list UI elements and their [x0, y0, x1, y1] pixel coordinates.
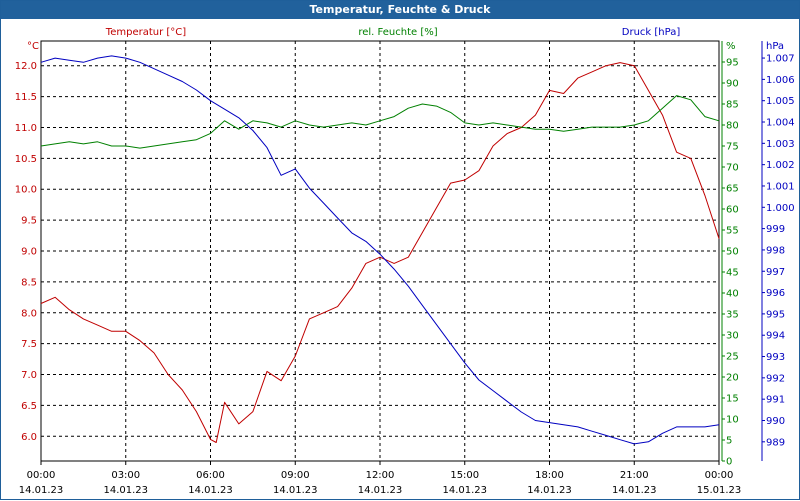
legend-temperature: Temperatur [°C] [105, 27, 186, 38]
temperature-tick-label: 6.5 [21, 401, 37, 412]
humidity-tick-label: 60 [726, 205, 739, 216]
temperature-tick-label: 9.5 [21, 216, 37, 227]
temperature-line [40, 62, 720, 443]
temperature-tick-label: 12.0 [15, 61, 37, 72]
x-tick-time: 18:00 [535, 470, 564, 481]
pressure-line [40, 55, 720, 445]
temperature-tick-label: 11.0 [15, 123, 37, 134]
temperature-tick-label: 6.0 [21, 432, 37, 443]
humidity-tick-label: 15 [726, 394, 739, 405]
x-tick-time: 03:00 [111, 470, 140, 481]
x-tick-date: 14.01.23 [273, 485, 318, 496]
x-tick-date: 14.01.23 [358, 485, 403, 496]
pressure-tick-label: 993 [766, 352, 785, 363]
x-tick-date: 14.01.23 [612, 485, 657, 496]
pressure-tick-label: 1.004 [766, 118, 795, 129]
humidity-tick-label: 80 [726, 121, 739, 132]
pressure-tick-label: 1.005 [766, 96, 795, 107]
pressure-tick-label: 1.001 [766, 181, 795, 192]
temperature-tick-label: 10.5 [15, 154, 37, 165]
pressure-tick-label: 989 [766, 437, 785, 448]
pressure-tick-label: 999 [766, 224, 785, 235]
pressure-tick-label: 991 [766, 395, 785, 406]
x-tick-time: 12:00 [366, 470, 395, 481]
x-tick-time: 21:00 [620, 470, 649, 481]
pressure-unit-label: hPa [766, 41, 784, 52]
humidity-tick-label: 75 [726, 142, 739, 153]
humidity-tick-label: 85 [726, 100, 739, 111]
temperature-tick-label: 7.5 [21, 339, 37, 350]
legend-humidity: rel. Feuchte [%] [358, 27, 437, 38]
humidity-tick-label: 25 [726, 352, 739, 363]
humidity-tick-label: 40 [726, 289, 739, 300]
pressure-tick-label: 996 [766, 288, 785, 299]
x-tick-date: 14.01.23 [188, 485, 233, 496]
x-tick-time: 15:00 [450, 470, 479, 481]
humidity-tick-label: 95 [726, 58, 739, 69]
temperature-tick-label: 11.5 [15, 92, 37, 103]
x-tick-date: 14.01.23 [527, 485, 572, 496]
x-tick-time: 09:00 [281, 470, 310, 481]
pressure-tick-label: 1.002 [766, 160, 795, 171]
pressure-tick-label: 995 [766, 309, 785, 320]
humidity-tick-label: 30 [726, 331, 739, 342]
pressure-tick-label: 1.003 [766, 139, 795, 150]
temperature-unit-label: °C [27, 41, 39, 52]
pressure-tick-label: 997 [766, 267, 785, 278]
humidity-tick-label: 55 [726, 226, 739, 237]
x-tick-date: 14.01.23 [19, 485, 64, 496]
humidity-tick-label: 90 [726, 79, 739, 90]
humidity-tick-label: 50 [726, 247, 739, 258]
humidity-tick-label: 65 [726, 184, 739, 195]
temperature-tick-label: 10.0 [15, 185, 37, 196]
humidity-tick-label: 5 [726, 436, 732, 447]
x-tick-date: 14.01.23 [103, 485, 148, 496]
temperature-tick-label: 7.0 [21, 370, 37, 381]
pressure-tick-label: 994 [766, 331, 785, 342]
humidity-tick-label: 70 [726, 163, 739, 174]
temperature-tick-label: 8.0 [21, 308, 37, 319]
temperature-tick-label: 9.0 [21, 247, 37, 258]
pressure-tick-label: 1.000 [766, 203, 795, 214]
pressure-tick-label: 992 [766, 373, 785, 384]
humidity-tick-label: 45 [726, 268, 739, 279]
x-tick-time: 06:00 [196, 470, 225, 481]
humidity-unit-label: % [726, 41, 736, 52]
x-tick-time: 00:00 [705, 470, 734, 481]
pressure-tick-label: 1.007 [766, 54, 795, 65]
humidity-tick-label: 35 [726, 310, 739, 321]
x-tick-time: 00:00 [27, 470, 56, 481]
humidity-tick-label: 10 [726, 415, 739, 426]
x-tick-date: 14.01.23 [442, 485, 487, 496]
legend-pressure: Druck [hPa] [622, 27, 681, 38]
pressure-tick-label: 990 [766, 416, 785, 427]
pressure-tick-label: 1.006 [766, 75, 795, 86]
humidity-line [40, 95, 720, 149]
pressure-tick-label: 998 [766, 245, 785, 256]
x-tick-date: 15.01.23 [697, 485, 742, 496]
humidity-tick-label: 20 [726, 373, 739, 384]
temperature-tick-label: 8.5 [21, 277, 37, 288]
humidity-tick-label: 0 [726, 457, 732, 468]
chart-title: Temperatur, Feuchte & Druck [1, 1, 799, 19]
